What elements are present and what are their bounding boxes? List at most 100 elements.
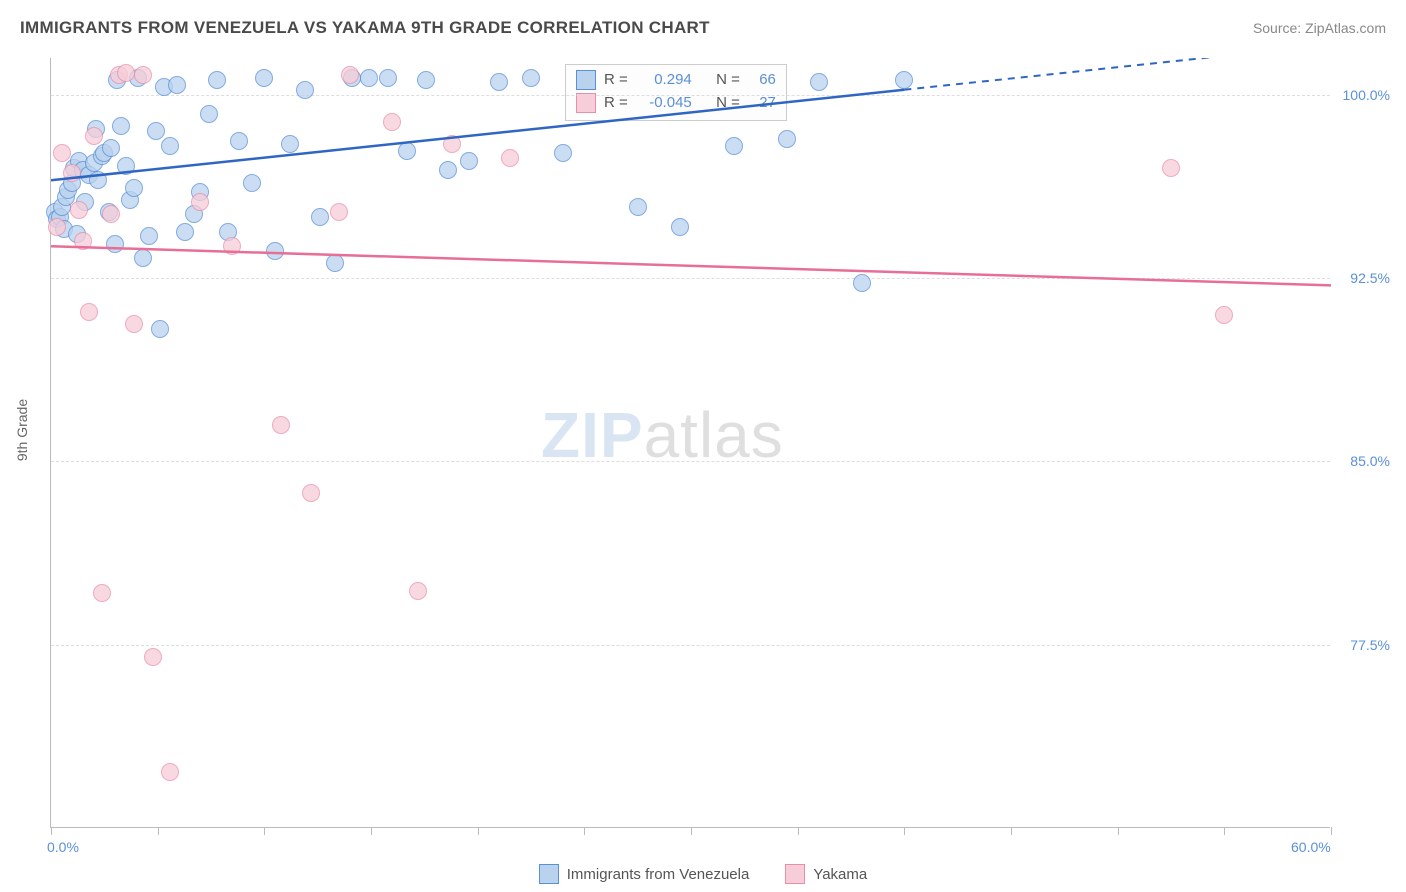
data-point [151, 320, 169, 338]
data-point [106, 235, 124, 253]
x-tick [478, 827, 479, 835]
data-point [379, 69, 397, 87]
gridline [51, 278, 1330, 279]
data-point [311, 208, 329, 226]
x-tick [1011, 827, 1012, 835]
data-point [208, 71, 226, 89]
data-point [74, 232, 92, 250]
legend-swatch [539, 864, 559, 884]
data-point [417, 71, 435, 89]
data-point [778, 130, 796, 148]
data-point [501, 149, 519, 167]
data-point [409, 582, 427, 600]
data-point [89, 171, 107, 189]
data-point [161, 137, 179, 155]
data-point [671, 218, 689, 236]
data-point [144, 648, 162, 666]
data-point [125, 315, 143, 333]
data-point [117, 64, 135, 82]
data-point [439, 161, 457, 179]
x-max-label: 60.0% [1291, 839, 1331, 855]
data-point [117, 157, 135, 175]
plot-area: ZIPatlas R =0.294 N =66R =-0.045 N =27 1… [50, 58, 1330, 828]
data-point [341, 66, 359, 84]
data-point [302, 484, 320, 502]
data-point [853, 274, 871, 292]
data-point [140, 227, 158, 245]
data-point [460, 152, 478, 170]
y-tick-label: 85.0% [1350, 453, 1390, 469]
data-point [125, 179, 143, 197]
chart-source: Source: ZipAtlas.com [1253, 20, 1386, 36]
x-tick [584, 827, 585, 835]
legend-swatch [785, 864, 805, 884]
trend-lines [51, 58, 1331, 828]
data-point [48, 218, 66, 236]
data-point [134, 249, 152, 267]
data-point [112, 117, 130, 135]
legend-swatch [576, 93, 596, 113]
chart-title: IMMIGRANTS FROM VENEZUELA VS YAKAMA 9TH … [20, 18, 710, 38]
data-point [1162, 159, 1180, 177]
data-point [398, 142, 416, 160]
x-tick [51, 827, 52, 835]
data-point [281, 135, 299, 153]
data-point [176, 223, 194, 241]
data-point [147, 122, 165, 140]
legend-swatch [576, 70, 596, 90]
x-tick [264, 827, 265, 835]
x-min-label: 0.0% [47, 839, 79, 855]
x-tick [371, 827, 372, 835]
y-tick-label: 92.5% [1350, 270, 1390, 286]
x-tick [1331, 827, 1332, 835]
legend-item: Immigrants from Venezuela [539, 864, 750, 884]
x-tick [691, 827, 692, 835]
data-point [629, 198, 647, 216]
gridline [51, 461, 1330, 462]
data-point [243, 174, 261, 192]
data-point [223, 237, 241, 255]
data-point [63, 164, 81, 182]
data-point [443, 135, 461, 153]
data-point [895, 71, 913, 89]
data-point [326, 254, 344, 272]
x-tick [1224, 827, 1225, 835]
data-point [272, 416, 290, 434]
data-point [554, 144, 572, 162]
data-point [53, 144, 71, 162]
y-tick-label: 77.5% [1350, 637, 1390, 653]
bottom-legend: Immigrants from Venezuela Yakama [0, 864, 1406, 884]
data-point [93, 584, 111, 602]
data-point [70, 201, 88, 219]
data-point [360, 69, 378, 87]
legend-label: Immigrants from Venezuela [567, 866, 750, 883]
data-point [191, 193, 209, 211]
data-point [168, 76, 186, 94]
data-point [85, 127, 103, 145]
data-point [296, 81, 314, 99]
data-point [255, 69, 273, 87]
gridline [51, 645, 1330, 646]
data-point [102, 139, 120, 157]
data-point [522, 69, 540, 87]
data-point [330, 203, 348, 221]
legend-label: Yakama [813, 866, 867, 883]
chart-header: IMMIGRANTS FROM VENEZUELA VS YAKAMA 9TH … [20, 18, 1386, 38]
gridline [51, 95, 1330, 96]
y-tick-label: 100.0% [1343, 87, 1390, 103]
data-point [200, 105, 218, 123]
data-point [102, 205, 120, 223]
x-tick [1118, 827, 1119, 835]
legend-item: Yakama [785, 864, 867, 884]
data-point [725, 137, 743, 155]
data-point [490, 73, 508, 91]
data-point [230, 132, 248, 150]
data-point [383, 113, 401, 131]
correlation-stats-box: R =0.294 N =66R =-0.045 N =27 [565, 64, 787, 121]
data-point [810, 73, 828, 91]
x-tick [904, 827, 905, 835]
data-point [266, 242, 284, 260]
y-axis-title: 9th Grade [14, 399, 30, 461]
data-point [134, 66, 152, 84]
data-point [1215, 306, 1233, 324]
